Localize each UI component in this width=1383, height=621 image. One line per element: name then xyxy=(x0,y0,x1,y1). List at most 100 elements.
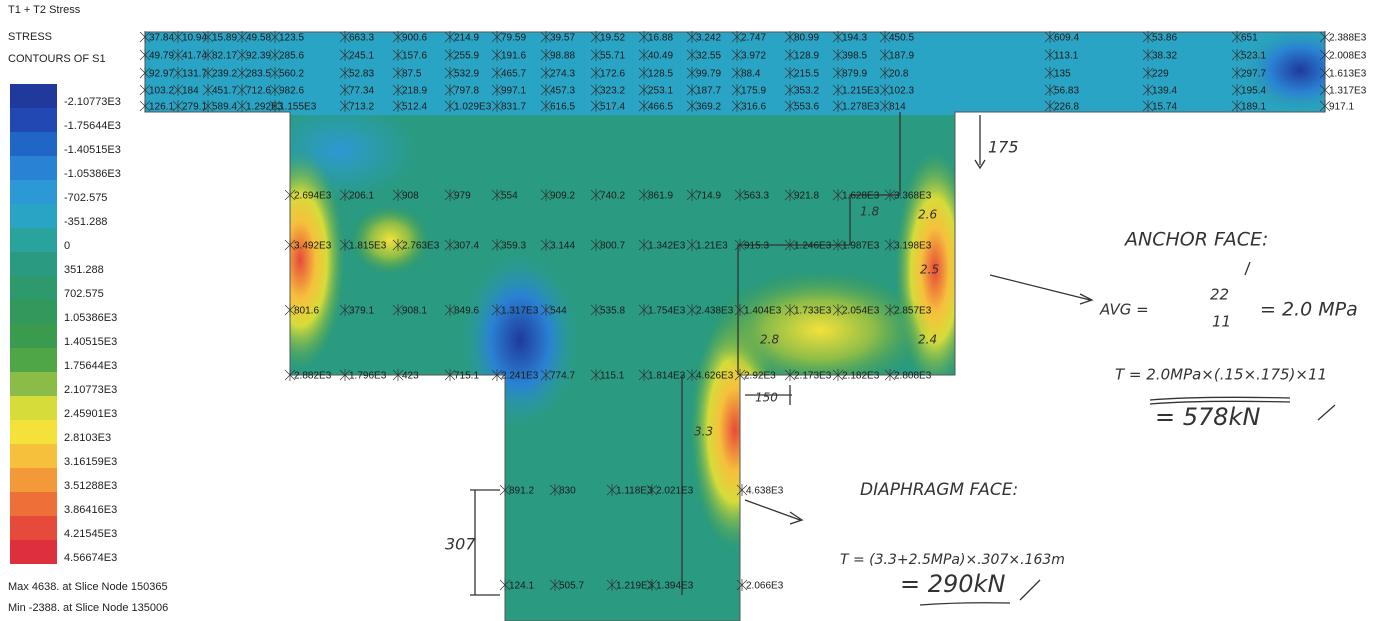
node-marker xyxy=(491,369,503,381)
node-marker xyxy=(499,484,511,496)
node-marker xyxy=(646,484,658,496)
node-value: 3.144 xyxy=(550,241,575,252)
legend-swatch xyxy=(10,132,57,156)
node-marker xyxy=(736,579,748,591)
node-value: 359.3 xyxy=(501,241,526,252)
node-value: 1.118E3 xyxy=(616,486,653,497)
node-value: 797.8 xyxy=(454,86,479,97)
node-marker xyxy=(202,49,214,61)
node-marker xyxy=(1044,84,1056,96)
node-value: 1.278E3 xyxy=(842,102,880,113)
node-value: 172.6 xyxy=(600,69,625,80)
node-value: 1.814E3 xyxy=(648,371,686,382)
legend-label: 2.10773E3 xyxy=(64,384,117,396)
node-value: 194.3 xyxy=(842,33,867,44)
node-marker xyxy=(638,369,650,381)
node-value: 589.4 xyxy=(212,102,237,113)
node-value: 1.754E3 xyxy=(648,306,686,317)
node-value: 2.173E3 xyxy=(794,371,832,382)
node-marker xyxy=(832,189,844,201)
node-value: 2.857E3 xyxy=(894,306,932,317)
legend-swatch xyxy=(10,84,57,108)
node-value: 1.155E3 xyxy=(279,102,317,113)
node-marker xyxy=(1142,31,1154,43)
node-value: 1.404E3 xyxy=(744,306,782,317)
node-value: 214.9 xyxy=(454,33,479,44)
node-marker xyxy=(392,239,404,251)
node-marker xyxy=(339,67,351,79)
node-marker xyxy=(392,67,404,79)
node-value: 1.246E3 xyxy=(794,241,832,252)
node-marker xyxy=(172,84,184,96)
node-marker xyxy=(339,239,351,251)
node-marker xyxy=(491,84,503,96)
node-value: 451.7 xyxy=(212,86,237,97)
legend-swatch xyxy=(10,324,57,348)
node-marker xyxy=(638,84,650,96)
node-marker xyxy=(731,100,743,112)
node-marker xyxy=(392,304,404,316)
node-marker xyxy=(1231,31,1243,43)
legend-label: 1.75644E3 xyxy=(64,360,117,372)
node-marker xyxy=(540,239,552,251)
node-value: 206.1 xyxy=(349,191,374,202)
legend-label: 351.288 xyxy=(64,264,104,276)
node-marker xyxy=(1044,31,1056,43)
node-value: 20.8 xyxy=(889,69,909,80)
node-marker xyxy=(202,67,214,79)
node-value: 2.694E3 xyxy=(294,191,332,202)
node-value: 3.368E3 xyxy=(894,191,932,202)
legend-swatch xyxy=(10,348,57,372)
node-value: 423 xyxy=(402,371,419,382)
node-marker xyxy=(1142,100,1154,112)
node-marker xyxy=(1319,67,1331,79)
node-marker xyxy=(734,304,746,316)
node-marker xyxy=(444,31,456,43)
node-value: 861.9 xyxy=(648,191,673,202)
node-marker xyxy=(549,579,561,591)
node-value: 908.1 xyxy=(402,306,427,317)
node-value: 517.4 xyxy=(600,102,625,113)
node-value: 126.1 xyxy=(149,102,174,113)
node-value: 2.008E3 xyxy=(1329,51,1367,62)
node-value: 532.9 xyxy=(454,69,479,80)
node-marker xyxy=(784,189,796,201)
node-marker xyxy=(491,304,503,316)
legend-label: 4.21545E3 xyxy=(64,528,117,540)
node-marker xyxy=(784,369,796,381)
legend-swatch xyxy=(10,228,57,252)
node-marker xyxy=(784,31,796,43)
legend-label: -1.05386E3 xyxy=(64,168,121,180)
node-marker xyxy=(1142,49,1154,61)
node-marker xyxy=(1231,100,1243,112)
node-marker xyxy=(784,67,796,79)
node-value: 879.9 xyxy=(842,69,867,80)
node-value: 2.882E3 xyxy=(294,371,332,382)
node-marker xyxy=(540,369,552,381)
node-marker xyxy=(139,49,151,61)
node-value: 115.1 xyxy=(600,371,625,382)
node-value: 40.49 xyxy=(648,51,673,62)
diaphragm-formula: T = (3.3+2.5MPa)×.307×.163m xyxy=(840,552,1065,568)
anchor-avg-result: = 2.0 MPa xyxy=(1260,299,1358,321)
node-marker xyxy=(686,304,698,316)
node-value: 1.292E3 xyxy=(246,102,284,113)
node-value: 982.6 xyxy=(279,86,304,97)
node-value: 189.1 xyxy=(1241,102,1266,113)
node-value: 2.747 xyxy=(741,33,766,44)
node-value: 909.2 xyxy=(550,191,575,202)
node-value: 2.808E3 xyxy=(894,371,932,382)
node-value: 2.92E3 xyxy=(744,371,776,382)
legend-label: 3.51288E3 xyxy=(64,480,117,492)
dim-label: 175 xyxy=(988,138,1019,157)
node-value: 4.626E3 xyxy=(696,371,734,382)
diaphragm-title: DIAPHRAGM FACE: xyxy=(860,480,1018,500)
anchor-title: ANCHOR FACE: xyxy=(1123,229,1268,251)
node-marker xyxy=(884,369,896,381)
dim-label: 150 xyxy=(755,391,778,405)
legend-label: 2.8103E3 xyxy=(64,432,111,444)
node-value: 49.58 xyxy=(246,33,271,44)
legend-label: 2.45901E3 xyxy=(64,408,117,420)
node-value: 544 xyxy=(550,306,567,317)
node-value: 157.6 xyxy=(402,51,427,62)
